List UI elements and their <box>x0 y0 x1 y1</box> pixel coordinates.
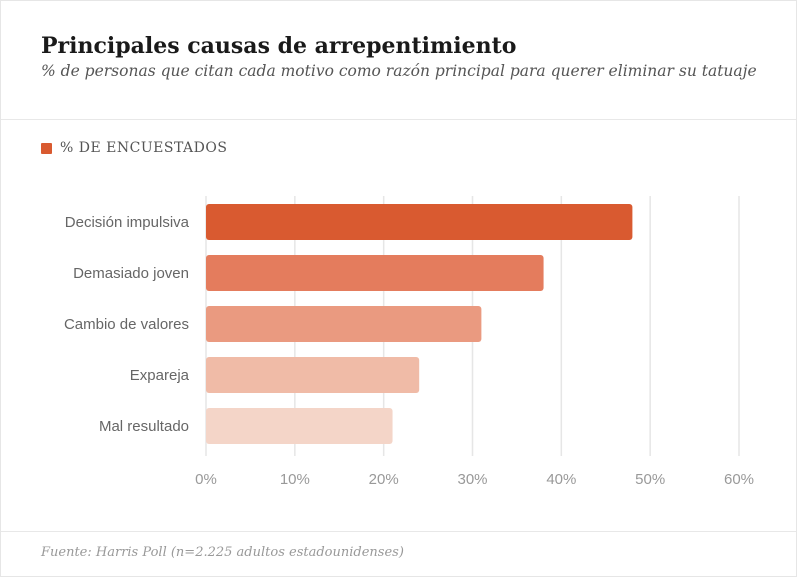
category-label: Expareja <box>130 367 190 384</box>
chart-subtitle: % de personas que citan cada motivo como… <box>41 62 757 80</box>
chart-header: Principales causas de arrepentimiento % … <box>41 31 761 80</box>
x-tick-label: 30% <box>457 471 487 488</box>
bar[interactable] <box>206 255 544 291</box>
x-tick-label: 40% <box>546 471 576 488</box>
x-tick-label: 0% <box>195 471 217 488</box>
legend-label: % DE ENCUESTADOS <box>60 140 228 156</box>
x-tick-label: 60% <box>724 471 754 488</box>
source-note: Fuente: Harris Poll (n=2.225 adultos est… <box>41 545 404 560</box>
x-tick-label: 50% <box>635 471 665 488</box>
chart-legend[interactable]: % DE ENCUESTADOS <box>41 140 227 156</box>
category-label: Mal resultado <box>99 418 189 435</box>
legend-swatch <box>41 142 52 154</box>
bar[interactable] <box>206 357 420 393</box>
category-label: Demasiado joven <box>73 265 189 282</box>
category-label: Decisión impulsiva <box>65 214 190 231</box>
x-tick-label: 10% <box>280 471 310 488</box>
bar[interactable] <box>206 204 633 240</box>
category-label: Cambio de valores <box>64 316 189 333</box>
footer-divider <box>1 531 796 532</box>
bar-chart: 0% 10% 20% 30% 40% 50% 60% Decisión impulsiva De… <box>64 196 754 488</box>
header-divider <box>1 119 796 120</box>
x-tick-label: 20% <box>369 471 399 488</box>
chart-title: Principales causas de arrepentimiento <box>41 33 517 59</box>
bar[interactable] <box>206 408 393 444</box>
bar[interactable] <box>206 306 482 342</box>
